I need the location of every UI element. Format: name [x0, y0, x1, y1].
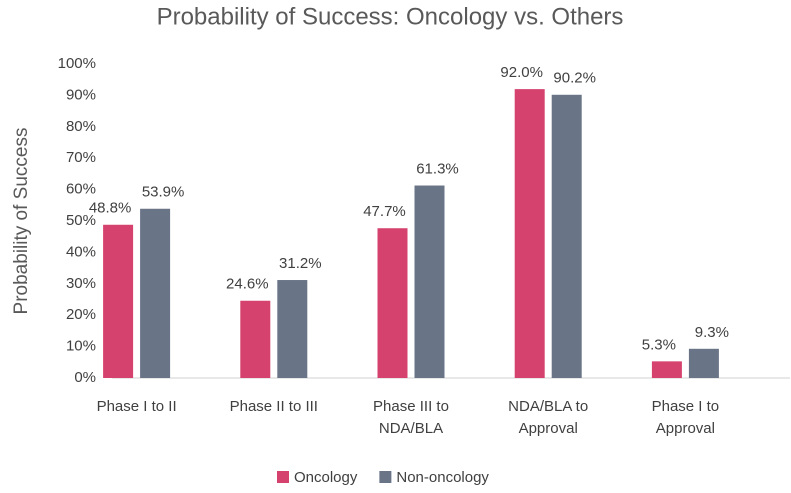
x-tick-label: Phase I to Approval: [651, 398, 720, 437]
y-tick-label: 70%: [66, 149, 96, 166]
data-label: 92.0%: [500, 64, 543, 81]
y-tick-label: 30%: [66, 275, 96, 292]
bar: [103, 224, 134, 378]
y-tick-label: 80%: [66, 118, 96, 135]
x-tick-label: NDA/BLA to Approval: [508, 398, 589, 437]
bar: [688, 348, 719, 378]
data-label: 53.9%: [142, 184, 185, 201]
bar: [551, 94, 582, 378]
bar: [140, 208, 171, 378]
data-label: 31.2%: [279, 255, 322, 272]
data-label: 90.2%: [553, 70, 596, 87]
data-label: 9.3%: [695, 324, 729, 341]
legend-label: Non-oncology: [396, 469, 489, 486]
bar: [240, 300, 271, 378]
bar: [651, 361, 682, 378]
data-label: 24.6%: [226, 276, 269, 293]
chart-title: Probability of Success: Oncology vs. Oth…: [157, 3, 624, 30]
y-tick-label: 10%: [66, 338, 96, 355]
y-tick-label: 40%: [66, 243, 96, 260]
y-tick-label: 60%: [66, 181, 96, 198]
x-tick-label: Phase III to NDA/BLA: [373, 398, 449, 437]
y-tick-label: 50%: [66, 212, 96, 229]
data-label: 61.3%: [416, 160, 459, 177]
data-label: 48.8%: [89, 200, 132, 217]
x-tick-label: Phase I to II: [96, 398, 177, 415]
legend-swatch: [379, 471, 392, 483]
bar: [514, 89, 545, 379]
bar: [277, 280, 308, 378]
y-axis-label: Probability of Success: [11, 128, 32, 315]
y-tick-label: 90%: [66, 86, 96, 103]
y-tick-label: 20%: [66, 306, 96, 323]
y-tick-label: 0%: [74, 369, 96, 386]
legend-swatch: [277, 471, 289, 483]
legend-label: Oncology: [294, 469, 358, 486]
y-tick-label: 100%: [58, 55, 96, 72]
bar: [414, 185, 445, 378]
data-label: 47.7%: [363, 203, 406, 220]
x-tick-label: Phase II to III: [229, 398, 318, 415]
bar: [377, 228, 408, 378]
data-label: 5.3%: [642, 336, 676, 353]
